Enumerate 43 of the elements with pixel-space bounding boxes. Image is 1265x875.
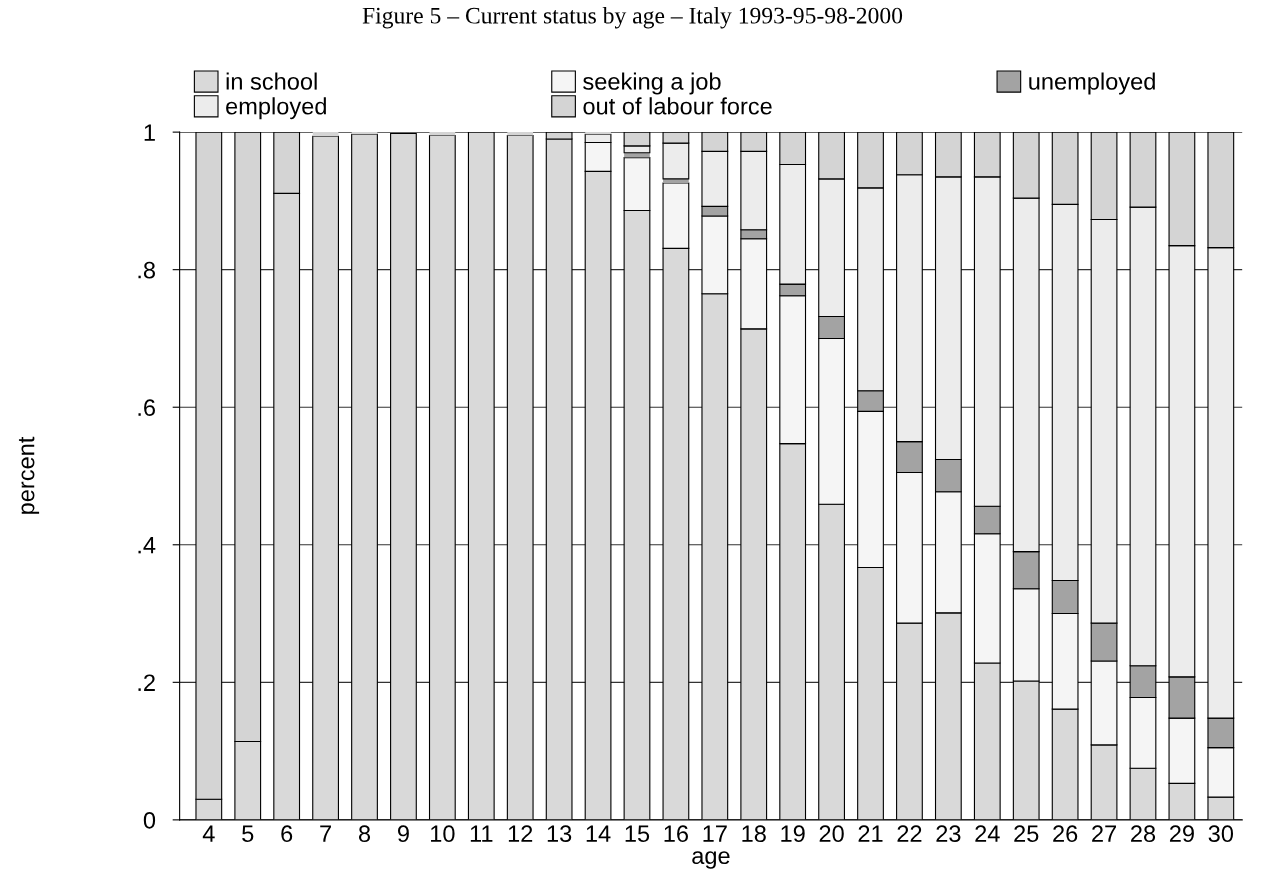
x-tick-label: 10 xyxy=(431,825,455,843)
x-tick-label: 11 xyxy=(470,825,493,842)
x-tick-label: 13 xyxy=(547,825,572,843)
x-tick-label: 8 xyxy=(358,825,371,843)
x-tick-label: 17 xyxy=(703,825,727,842)
y-tick-label: .6 xyxy=(138,399,155,417)
x-tick-label: 24 xyxy=(975,825,1000,842)
x-tick-label: 27 xyxy=(1092,825,1116,842)
x-tick-label: 22 xyxy=(897,825,922,842)
x-tick-label: 16 xyxy=(664,825,688,843)
legend-label: unemployed xyxy=(1029,72,1155,95)
x-tick-label: 7 xyxy=(320,825,331,842)
x-tick-label: 20 xyxy=(819,825,844,843)
bar xyxy=(585,132,611,135)
x-tick-label: 6 xyxy=(281,825,293,843)
bar xyxy=(624,152,650,158)
legend-label: in school xyxy=(226,72,317,90)
x-tick-label: 28 xyxy=(1131,825,1156,843)
y-tick-label: 1 xyxy=(144,124,155,141)
y-tick-label: .2 xyxy=(138,674,155,691)
x-tick-label: 9 xyxy=(397,825,409,843)
x-tick-label: 30 xyxy=(1208,825,1234,843)
legend-label: employed xyxy=(226,97,326,120)
x-tick-label: 5 xyxy=(242,825,254,843)
x-tick-label: 15 xyxy=(625,825,650,843)
x-tick-label: 23 xyxy=(936,825,961,843)
y-tick-label: 0 xyxy=(143,811,156,829)
x-axis-title: age xyxy=(692,851,730,869)
x-tick-label: 25 xyxy=(1014,825,1039,843)
x-tick-label: 12 xyxy=(508,825,533,842)
y-tick-label: .8 xyxy=(138,261,155,279)
x-tick-label: 14 xyxy=(586,825,611,842)
x-tick-label: 26 xyxy=(1053,825,1078,843)
x-tick-label: 19 xyxy=(781,825,805,843)
y-axis-title: percent xyxy=(18,436,40,514)
legend-label: out of labour force xyxy=(583,97,772,115)
x-tick-label: 21 xyxy=(858,825,883,842)
legend-label: seeking a job xyxy=(583,72,721,95)
y-tick-label: .4 xyxy=(138,537,156,554)
x-tick-label: 18 xyxy=(742,825,766,843)
x-tick-label: 29 xyxy=(1169,825,1194,843)
x-tick-label: 4 xyxy=(202,825,215,842)
chart-title: Figure 5 – Current status by age – Italy 1993-95-98-2000 xyxy=(362,7,903,29)
